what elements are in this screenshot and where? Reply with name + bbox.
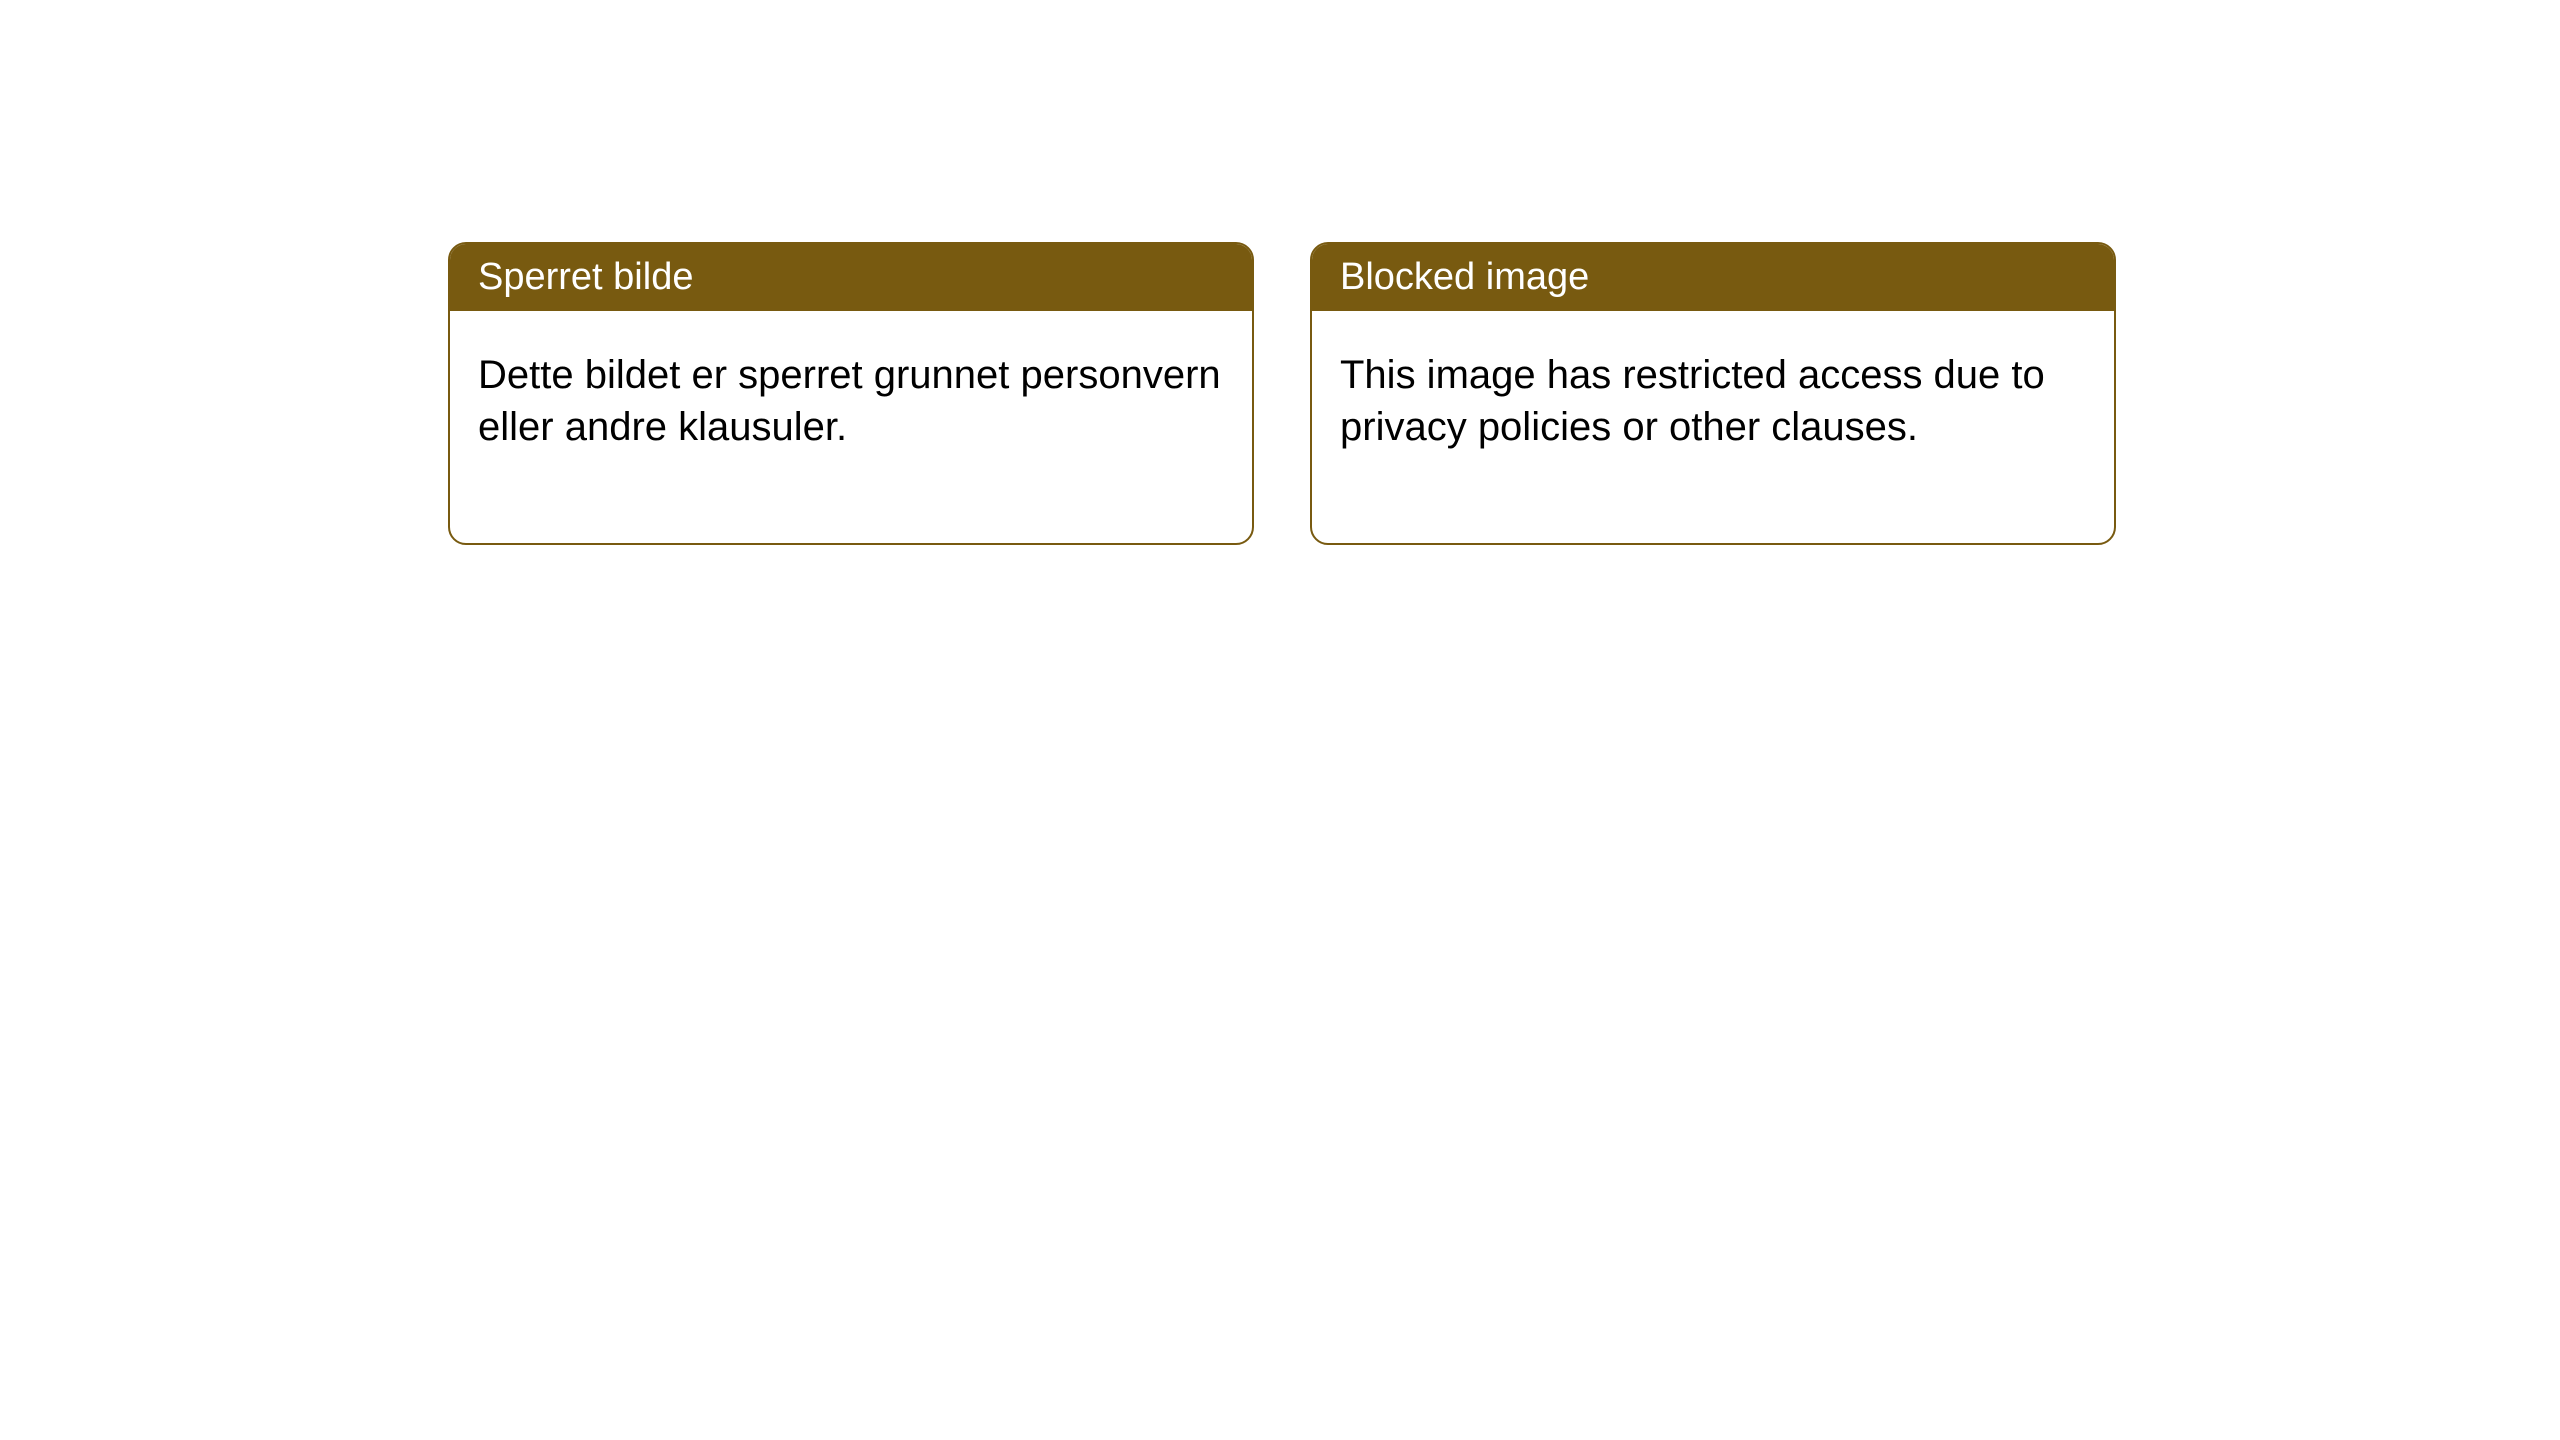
notice-container: Sperret bilde Dette bildet er sperret gr…: [0, 0, 2560, 545]
notice-body: This image has restricted access due to …: [1312, 311, 2114, 543]
notice-header: Sperret bilde: [450, 244, 1252, 311]
notice-header: Blocked image: [1312, 244, 2114, 311]
notice-card-english: Blocked image This image has restricted …: [1310, 242, 2116, 545]
notice-card-norwegian: Sperret bilde Dette bildet er sperret gr…: [448, 242, 1254, 545]
notice-body: Dette bildet er sperret grunnet personve…: [450, 311, 1252, 543]
